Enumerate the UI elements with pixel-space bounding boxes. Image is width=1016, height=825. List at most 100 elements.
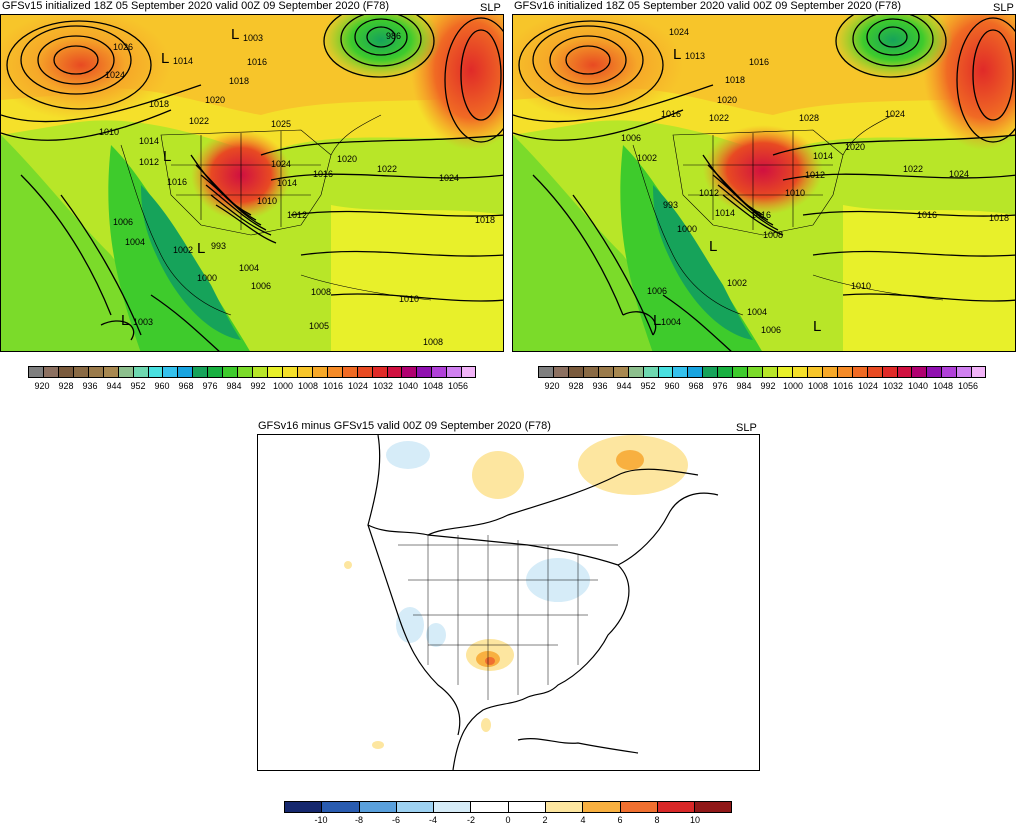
contour-label: 1022 [189, 116, 209, 126]
colorbar-swatch [284, 801, 322, 813]
contour-label: 986 [386, 31, 401, 41]
diff-shading [344, 435, 688, 749]
colorbar-swatch [461, 366, 477, 378]
colorbar-swatch [627, 366, 643, 378]
contour-label: 1018 [229, 76, 249, 86]
colorbar-swatch [657, 366, 673, 378]
low-marker: L [231, 26, 239, 43]
contour-label: 1006 [251, 281, 271, 291]
colorbar-swatch [28, 366, 43, 378]
contour-label: 1010 [399, 294, 419, 304]
low-markers: L L L L L [121, 26, 239, 329]
contour-label: 1006 [761, 325, 781, 335]
contour-label: 1006 [113, 217, 133, 227]
panel-title: GFSv16 minus GFSv15 valid 00Z 09 Septemb… [258, 420, 551, 432]
contour-label: 1006 [621, 133, 641, 143]
colorbar-swatch [72, 366, 88, 378]
colorbar-tick: 1048 [932, 381, 954, 391]
colorbar-swatch [806, 366, 822, 378]
colorbar-tick: 936 [592, 381, 608, 391]
colorbar-tick: 952 [640, 381, 656, 391]
colorbar-swatch [102, 366, 118, 378]
colorbar-swatch [552, 366, 568, 378]
colorbar-swatch [207, 366, 223, 378]
colorbar-tick: -6 [391, 815, 401, 825]
contour-label: 1010 [257, 196, 277, 206]
low-marker: L [197, 240, 205, 257]
variable-label: SLP [480, 2, 501, 14]
colorbar-swatch [538, 366, 553, 378]
low-marker: L [709, 238, 717, 255]
colorbar-swatch [147, 366, 163, 378]
contour-label: 1008 [311, 287, 331, 297]
colorbar-tick: 1000 [782, 381, 804, 391]
contour-label: 1002 [173, 245, 193, 255]
contour-label: 1004 [661, 317, 681, 327]
contour-label: 1004 [125, 237, 145, 247]
contour-label: 1024 [669, 27, 689, 37]
contour-label: 1004 [239, 263, 259, 273]
colorbar-swatch [821, 366, 837, 378]
colorbar-tick: 1032 [372, 381, 394, 391]
colorbar-swatch [386, 366, 402, 378]
contour-label: 1010 [785, 188, 805, 198]
colorbar-tick: 1032 [882, 381, 904, 391]
gfsv15-panel: GFSv15 initialized 18Z 05 September 2020… [0, 0, 508, 412]
contour-label: 1020 [205, 95, 225, 105]
colorbar-swatch [237, 366, 253, 378]
contour-label: 1024 [439, 173, 459, 183]
colorbar-tick: 6 [617, 815, 623, 825]
colorbar-swatch [791, 366, 807, 378]
colorbar-swatch [401, 366, 417, 378]
diff-colorbar [284, 801, 732, 815]
low-marker: L [673, 46, 681, 63]
contour-label: 1016 [917, 210, 937, 220]
colorbar-tick: -2 [466, 815, 476, 825]
colorbar-swatch [371, 366, 387, 378]
colorbar-tick: -4 [428, 815, 438, 825]
colorbar-swatch [896, 366, 912, 378]
colorbar-swatch [311, 366, 327, 378]
colorbar-swatch [612, 366, 628, 378]
slp-colorbar [28, 366, 477, 380]
colorbar-swatch [42, 366, 58, 378]
colorbar-swatch [87, 366, 103, 378]
colorbar-tick: 960 [664, 381, 680, 391]
contour-label: 1004 [747, 307, 767, 317]
colorbar-tick: 1040 [397, 381, 419, 391]
colorbar-swatch [296, 366, 312, 378]
contour-label: 1018 [989, 213, 1009, 223]
gfsv16-panel: GFSv16 initialized 18Z 05 September 2020… [508, 0, 1016, 412]
colorbar-tick: 968 [688, 381, 704, 391]
colorbar-tick: 992 [760, 381, 776, 391]
colorbar-swatch [747, 366, 763, 378]
colorbar-tick: 944 [106, 381, 122, 391]
low-marker: L [121, 312, 129, 329]
colorbar-swatch [687, 366, 703, 378]
contour-label: 1014 [715, 208, 735, 218]
low-markers: L L L L [653, 46, 821, 335]
colorbar-tick: 928 [568, 381, 584, 391]
colorbar-swatch [395, 801, 434, 813]
colorbar-tick: 944 [616, 381, 632, 391]
gfsv16-slp-map: 1024 1013 1016 1018 1020 1022 1028 1024 … [512, 14, 1016, 352]
colorbar-swatch [836, 366, 852, 378]
colorbar-tick: 968 [178, 381, 194, 391]
contour-label: 1010 [851, 281, 871, 291]
colorbar-swatch [642, 366, 658, 378]
contour-label: 1018 [149, 99, 169, 109]
contour-label: 1016 [167, 177, 187, 187]
colorbar-swatch [117, 366, 133, 378]
colorbar-swatch [433, 801, 471, 813]
panel-title: GFSv15 initialized 18Z 05 September 2020… [2, 0, 390, 12]
gfsv15-slp-map: 1026 1024 1014 1003 1016 1018 1020 1022 … [0, 14, 504, 352]
contour-label: 1013 [685, 51, 705, 61]
colorbar-swatch [545, 801, 583, 813]
colorbar-swatch [567, 366, 583, 378]
contour-label: 1014 [139, 136, 159, 146]
contour-label: 1012 [139, 157, 159, 167]
slp-map-graphic: 1026 1024 1014 1003 1016 1018 1020 1022 … [1, 15, 503, 351]
colorbar-swatch [956, 366, 972, 378]
colorbar-swatch [470, 801, 508, 813]
contour-label: 1012 [699, 188, 719, 198]
